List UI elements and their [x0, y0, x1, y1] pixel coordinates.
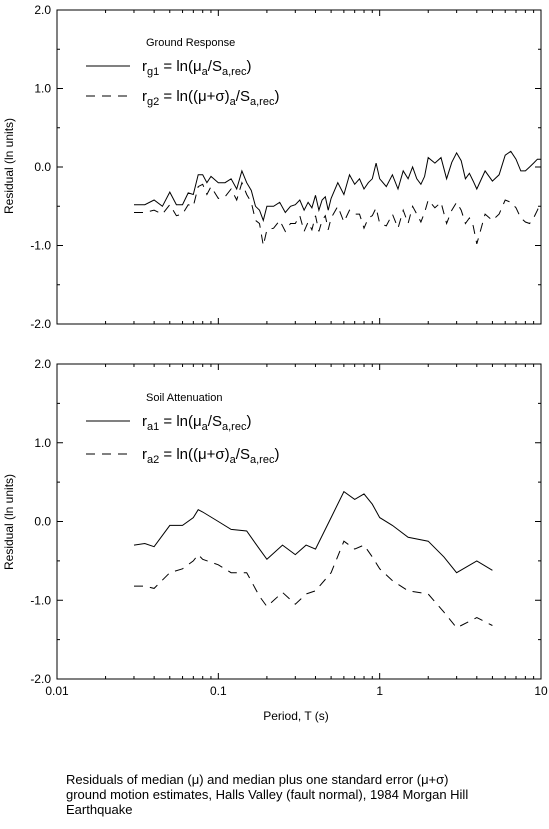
series-solid-line: [134, 150, 541, 223]
x-tick-label: 0.01: [45, 684, 69, 698]
plot-frame: [56, 363, 542, 680]
y-axis-label: Residual (ln units): [2, 118, 16, 214]
legend-entry-a2: ra2 = ln((μ+σ)a/Sa,rec): [142, 446, 279, 466]
x-axis-label: Period, T (s): [263, 709, 329, 723]
y-tick-label: 0.0: [34, 515, 51, 529]
y-tick-label: 0.0: [34, 160, 51, 174]
soil-attenuation-panel: 2.0 1.0 0.0 -1.0 -2.00.01 0.1 1 10 Soil Attenua…: [2, 357, 548, 723]
x-tick-label: 1: [376, 684, 383, 698]
y-tick-label: -1.0: [30, 593, 51, 607]
series-dashed-line: [134, 540, 493, 629]
series-dashed-line: [134, 181, 542, 246]
caption-line: Earthquake: [66, 802, 133, 817]
y-tick-label: 1.0: [34, 436, 51, 450]
plot-frame: [56, 9, 542, 325]
caption-line: ground motion estimates, Halls Valley (f…: [66, 787, 469, 802]
y-tick-label: -2.0: [30, 317, 51, 331]
soil-attenuation-plot: 2.0 1.0 0.0 -1.0 -2.00.01 0.1 1 10: [30, 357, 548, 698]
x-tick-label: 10: [534, 684, 548, 698]
caption-line: Residuals of median (μ) and median plus …: [66, 772, 449, 787]
y-axis-label: Residual (ln units): [2, 474, 16, 570]
ground-response-plot: 2.0 1.0 0.0 -1.0 -2.0: [30, 3, 542, 331]
ground-response-panel: 2.0 1.0 0.0 -1.0 -2.0 Ground Response rg1 = …: [2, 3, 542, 331]
legend-title: Ground Response: [146, 37, 235, 49]
figure-caption: Residuals of median (μ) and median plus …: [66, 772, 536, 817]
y-tick-label: 2.0: [34, 3, 51, 17]
legend-entry-a1: ra1 = ln(μa/Sa,rec): [142, 413, 251, 433]
series-solid-line: [133, 490, 493, 574]
y-tick-label: 1.0: [34, 82, 51, 96]
legend-entry-g1: rg1 = ln(μa/Sa,rec): [142, 58, 251, 78]
x-tick-label: 0.1: [210, 684, 227, 698]
y-tick-label: -2.0: [30, 672, 51, 686]
y-tick-label: 2.0: [34, 357, 51, 371]
legend-entry-g2: rg2 = ln((μ+σ)a/Sa,rec): [142, 88, 279, 108]
y-tick-label: -1.0: [30, 239, 51, 253]
legend-title: Soil Attenuation: [146, 392, 222, 404]
